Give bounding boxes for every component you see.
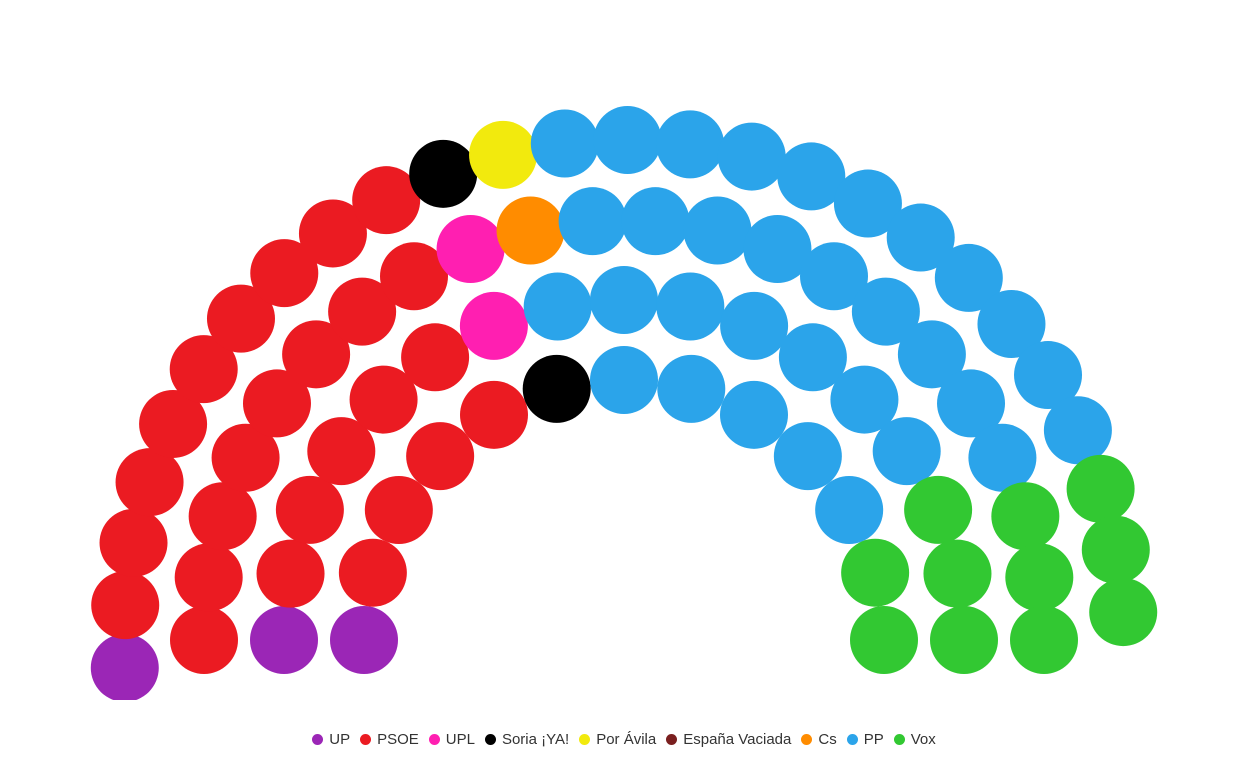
legend-swatch-avila [579,734,590,745]
seat-pp [657,355,725,423]
seat-cs [497,197,565,265]
seat-psoe [91,571,159,639]
legend-swatch-soria [485,734,496,745]
seat-pp [720,381,788,449]
seat-pp [683,197,751,265]
seat-pp [968,424,1036,492]
seat-psoe [116,448,184,516]
seat-vox [850,606,918,674]
legend-item-avila: Por Ávila [579,731,656,748]
seat-vox [904,476,972,544]
seat-psoe [365,476,433,544]
legend-swatch-cs [801,734,812,745]
seat-vox [1067,455,1135,523]
legend-item-vox: Vox [894,731,936,748]
legend-label-psoe: PSOE [377,731,419,748]
seat-pp [656,110,724,178]
seat-psoe [170,606,238,674]
seat-psoe [175,543,243,611]
seat-upl [437,215,505,283]
seat-vox [1010,606,1078,674]
legend-item-upl: UPL [429,731,475,748]
seat-pp [593,106,661,174]
seat-psoe [189,482,257,550]
seat-pp [718,123,786,191]
seat-pp [559,187,627,255]
parliament-chart: UP PSOE UPL Soria ¡YA! Por Ávila España Vacia… [0,0,1248,770]
seat-up [330,606,398,674]
seat-vox [930,606,998,674]
seat-pp [1044,396,1112,464]
seat-vox [1082,516,1150,584]
legend-swatch-ev [666,734,677,745]
seat-pp [720,292,788,360]
legend-item-pp: PP [847,731,884,748]
seat-up [250,606,318,674]
seat-upl [460,292,528,360]
legend-item-soria: Soria ¡YA! [485,731,569,748]
legend-item-ev: España Vaciada [666,731,791,748]
legend-swatch-vox [894,734,905,745]
seat-vox [991,482,1059,550]
legend-swatch-psoe [360,734,371,745]
seat-avila [469,121,537,189]
seat-pp [774,422,842,490]
seat-pp [815,476,883,544]
legend-label-pp: PP [864,731,884,748]
seat-psoe [460,381,528,449]
seat-vox [923,540,991,608]
seat-pp [656,273,724,341]
legend-item-cs: Cs [801,731,836,748]
seat-pp [531,110,599,178]
seat-pp [590,346,658,414]
seat-pp [524,273,592,341]
seat-psoe [406,422,474,490]
legend-swatch-pp [847,734,858,745]
legend-label-upl: UPL [446,731,475,748]
legend-swatch-upl [429,734,440,745]
seat-pp [621,187,689,255]
legend-item-up: UP [312,731,350,748]
legend: UP PSOE UPL Soria ¡YA! Por Ávila España Vacia… [0,731,1248,748]
seat-vox [1005,543,1073,611]
seat-up [91,634,159,700]
seat-psoe [100,509,168,577]
seat-vox [1089,578,1157,646]
hemicycle-svg [0,0,1248,700]
legend-label-ev: España Vaciada [683,731,791,748]
legend-swatch-up [312,734,323,745]
legend-label-vox: Vox [911,731,936,748]
seat-soria [523,355,591,423]
legend-label-avila: Por Ávila [596,731,656,748]
legend-label-soria: Soria ¡YA! [502,731,569,748]
legend-item-psoe: PSOE [360,731,419,748]
seat-soria [409,140,477,208]
seat-pp [873,417,941,485]
seat-psoe [257,540,325,608]
seat-pp [590,266,658,334]
seat-vox [841,539,909,607]
legend-label-cs: Cs [818,731,836,748]
seat-psoe [339,539,407,607]
seat-psoe [276,476,344,544]
seat-psoe [401,323,469,391]
legend-label-up: UP [329,731,350,748]
